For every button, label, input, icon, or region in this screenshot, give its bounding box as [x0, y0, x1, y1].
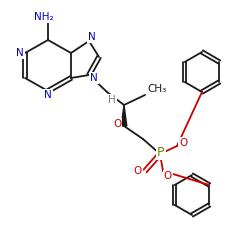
Text: N: N: [44, 90, 52, 100]
Text: P: P: [157, 146, 165, 158]
Text: N: N: [16, 48, 24, 58]
Polygon shape: [121, 105, 127, 126]
Text: CH₃: CH₃: [148, 84, 167, 94]
Text: H: H: [108, 95, 116, 105]
Text: O: O: [164, 171, 172, 181]
Text: O: O: [113, 119, 121, 129]
Text: N: N: [88, 32, 96, 42]
Text: O: O: [179, 138, 187, 148]
Text: NH₂: NH₂: [34, 12, 54, 22]
Text: N: N: [90, 73, 98, 83]
Text: O: O: [134, 166, 142, 176]
